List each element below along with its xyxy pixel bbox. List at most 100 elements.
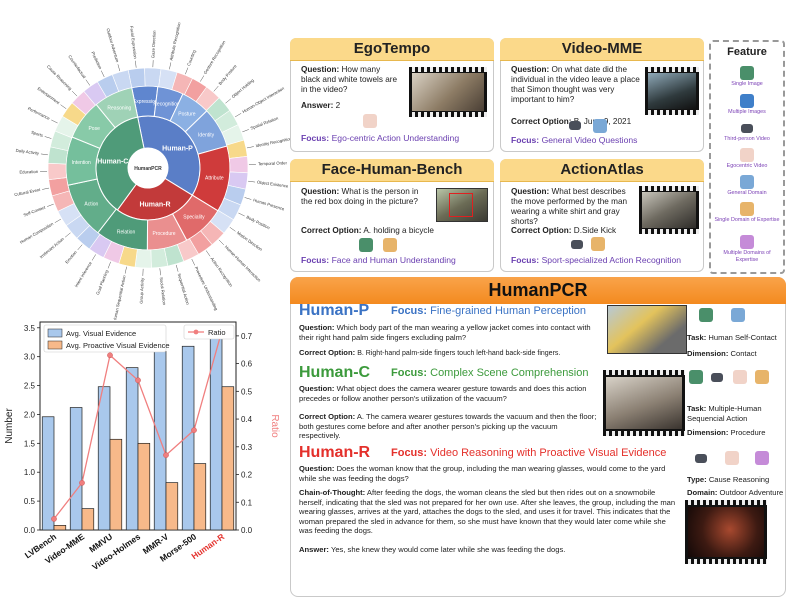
question-label: Question:	[511, 187, 550, 196]
human-c-task: Task: Multiple-Human Sequencial Action	[687, 404, 783, 423]
human-r-focus: Focus: Video Reasoning with Proactive Vi…	[391, 447, 666, 459]
sunburst-leader-line	[191, 258, 196, 266]
sunburst-outer-label: Cultural Event	[14, 187, 42, 197]
left-tick-label: 0.0	[24, 526, 36, 535]
sunburst-leader-line	[64, 232, 71, 238]
sunburst-leader-line	[213, 85, 219, 92]
sunburst-outer-segment	[229, 155, 249, 174]
right-tick-label: 0.1	[241, 498, 253, 507]
atlas-focus: Focus: Sport-specialized Action Recognit…	[511, 255, 681, 265]
domain-label: Domain:	[687, 488, 718, 497]
human-p-option: Correct Option: B. Right-hand palm-side …	[299, 348, 619, 359]
sunburst-middle-label: Procedure	[152, 231, 175, 237]
egotempo-focus: Focus: Ego-centric Action Understanding	[301, 133, 459, 143]
bar-visual-evidence	[125, 367, 139, 531]
option-label: Correct Option:	[301, 226, 362, 235]
single-image-icon	[699, 308, 713, 322]
feature-item-third-person-video: Third-person Video	[724, 136, 770, 142]
legend-marker-ratio	[193, 329, 199, 335]
sunburst-outer-label: Education	[19, 169, 38, 175]
human-p-focus: Focus: Fine-grained Human Perception	[391, 305, 586, 317]
video-mme-focus: Focus: General Video Questions	[511, 135, 637, 145]
video-mme-video-thumbnail	[645, 67, 699, 115]
sunburst-leader-line	[238, 212, 245, 217]
sunburst-outer-label: Object Existence	[257, 179, 289, 188]
focus-label: Focus:	[301, 133, 330, 143]
third-person-video-icon	[571, 240, 583, 249]
task-label: Task:	[687, 333, 707, 342]
left-tick-label: 3.5	[24, 324, 36, 333]
focus-label: Focus:	[301, 255, 330, 265]
question-text: What object does the camera wearer gestu…	[299, 384, 587, 403]
legend-label-ratio: Ratio	[208, 328, 226, 337]
focus-label: Focus:	[511, 255, 540, 265]
sunburst-leader-line	[205, 250, 211, 257]
sunburst-leader-line	[47, 203, 54, 207]
sunburst-middle-label: Relation	[117, 229, 136, 235]
right-tick-label: 0.5	[241, 387, 253, 396]
domain-text: Outdoor Adventure	[719, 488, 784, 497]
human-c-option: Correct Option: A. The camera wearer ges…	[299, 412, 597, 441]
human-r-answer: Answer: Yes, she knew they would come la…	[299, 545, 681, 555]
face-human-bench-title: Face-Human-Bench	[290, 159, 494, 182]
ratio-point	[191, 427, 197, 434]
multiple-images-icon	[740, 94, 754, 108]
sunburst-middle-label: Action	[84, 202, 98, 208]
egotempo-video-thumbnail	[409, 67, 487, 117]
question-text: What best describes the move performed b…	[511, 187, 628, 226]
focus-label: Focus:	[391, 447, 428, 459]
multiple-images-icon	[689, 370, 703, 384]
answer-text: Yes, she knew they would come later whil…	[330, 545, 566, 554]
sunburst-inner-label: Human-C	[97, 158, 128, 165]
sunburst-outer-segment	[144, 67, 162, 88]
sunburst-outer-segment	[47, 162, 67, 181]
third-person-video-icon	[711, 373, 723, 382]
sunburst-leader-line	[246, 146, 254, 149]
legend-swatch-visual	[47, 328, 63, 338]
sunburst-outer-label: Sequential Action	[177, 273, 191, 306]
sunburst-leader-line	[60, 104, 67, 109]
focus-label: Focus:	[391, 367, 428, 379]
atlas-question: Question: What best describes the move p…	[511, 187, 635, 227]
right-tick-label: 0.3	[241, 443, 253, 452]
question-label: Question:	[299, 323, 335, 332]
sunburst-outer-label: Entertainment	[37, 86, 62, 106]
focus-text: Video Reasoning with Proactive Visual Ev…	[430, 447, 667, 459]
task-text: Multiple-Human Sequencial Action	[687, 404, 762, 423]
left-tick-label: 2.5	[24, 382, 36, 391]
sunburst-leader-line	[77, 244, 83, 251]
sunburst-outer-label: Human-Object Interaction	[241, 85, 285, 114]
option-label: Correct Option:	[299, 348, 356, 357]
sunburst-outer-label: Action Recognition	[210, 256, 235, 288]
focus-text: Complex Scene Comprehension	[430, 367, 589, 379]
right-tick-label: 0.6	[241, 360, 253, 369]
question-text: Does the woman know that the group, incl…	[299, 464, 666, 483]
option-text: B. Right-hand palm-side fingers touch le…	[357, 350, 561, 357]
sunburst-middle-label: Intention	[72, 160, 91, 166]
right-tick-label: 0.4	[241, 415, 253, 424]
sunburst-inner-label: Human-P	[162, 145, 193, 152]
feature-item-single-domain: Single Domain of Expertise	[714, 217, 780, 223]
sunburst-outer-label: Human Composition	[19, 221, 55, 245]
left-tick-label: 0.5	[24, 497, 36, 506]
option-label: Correct Option:	[299, 412, 356, 421]
sunburst-outer-label: Object Holding	[231, 77, 256, 99]
feature-item-multiple-domains: Multiple Domains of Expertise	[723, 250, 771, 263]
right-tick-label: 0.2	[241, 471, 253, 480]
single-domain-icon	[591, 237, 605, 251]
sunburst-leader-line	[185, 67, 189, 75]
atlas-video-thumbnail	[639, 186, 699, 234]
legend-label-visual: Avg. Visual Evidence	[66, 329, 136, 338]
egotempo-card: EgoTempo Question: How many black and wh…	[290, 38, 494, 152]
video-mme-question: Question: On what date did the individua…	[511, 65, 643, 105]
bar-proactive-evidence	[81, 508, 95, 531]
ratio-point	[51, 516, 57, 522]
sunburst-outer-label: Intent Inference	[74, 260, 94, 288]
sunburst-leader-line	[244, 197, 252, 200]
sunburst-middle-label: Expression	[133, 99, 158, 105]
sunburst-outer-label: Prediction	[90, 51, 103, 71]
sunburst-middle-label: Reasoning	[107, 105, 131, 111]
single-image-icon	[740, 66, 754, 80]
sunburst-outer-label: Gaze Direction	[150, 30, 156, 59]
sunburst-outer-label: Irrelevant Action	[39, 236, 66, 260]
